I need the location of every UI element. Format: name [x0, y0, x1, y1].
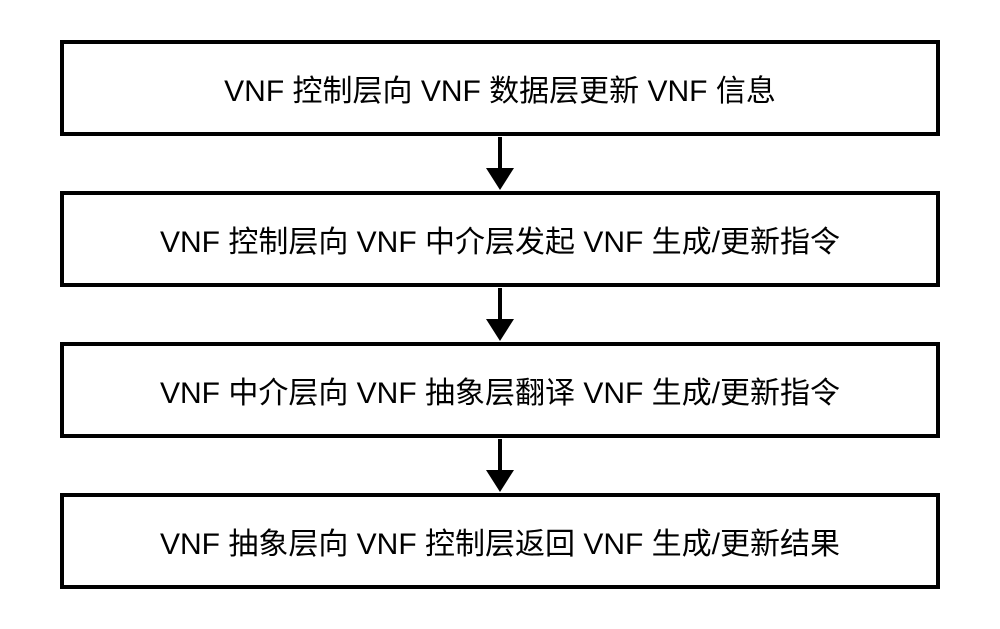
arrow-shaft-icon	[498, 137, 502, 169]
arrow-3	[486, 438, 514, 493]
arrow-head-icon	[486, 168, 514, 190]
flow-step-3-label: VNF 中介层向 VNF 抽象层翻译 VNF 生成/更新指令	[160, 368, 840, 412]
flow-step-4-label: VNF 抽象层向 VNF 控制层返回 VNF 生成/更新结果	[160, 519, 840, 563]
arrow-head-icon	[486, 319, 514, 341]
flow-step-2-label: VNF 控制层向 VNF 中介层发起 VNF 生成/更新指令	[160, 217, 840, 261]
arrow-1	[486, 136, 514, 191]
flow-step-3: VNF 中介层向 VNF 抽象层翻译 VNF 生成/更新指令	[60, 342, 940, 438]
flow-step-1: VNF 控制层向 VNF 数据层更新 VNF 信息	[60, 40, 940, 136]
flowchart-container: VNF 控制层向 VNF 数据层更新 VNF 信息 VNF 控制层向 VNF 中…	[60, 40, 940, 589]
arrow-2	[486, 287, 514, 342]
arrow-shaft-icon	[498, 288, 502, 320]
flow-step-1-label: VNF 控制层向 VNF 数据层更新 VNF 信息	[224, 66, 776, 110]
flow-step-2: VNF 控制层向 VNF 中介层发起 VNF 生成/更新指令	[60, 191, 940, 287]
arrow-head-icon	[486, 470, 514, 492]
arrow-shaft-icon	[498, 439, 502, 471]
flow-step-4: VNF 抽象层向 VNF 控制层返回 VNF 生成/更新结果	[60, 493, 940, 589]
